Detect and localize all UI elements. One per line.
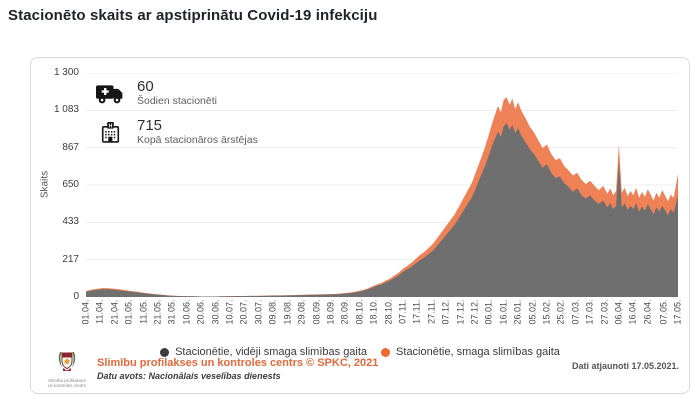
x-tick-label: 18.09.	[325, 299, 336, 325]
x-tick-label: 17.11.	[411, 299, 422, 324]
y-tick-label: 867	[62, 141, 79, 153]
x-tick-label: 16.04.	[627, 299, 638, 325]
x-tick-label: 17.12.	[455, 299, 465, 325]
x-tick-label: 06.04.	[613, 299, 624, 325]
x-tick-label: 20.07.	[238, 299, 249, 325]
legend-item-severe: Stacionētie, smaga slimības gaita	[381, 346, 560, 358]
x-tick-label: 08.09.	[311, 299, 321, 325]
footer: Slimību profilakses un kontroles centrs …	[45, 349, 679, 388]
y-tick-label: 0	[73, 291, 79, 302]
stat-value-total: 715	[137, 117, 163, 134]
x-tick-label: 06.01.	[483, 299, 494, 325]
legend-item-moderate: Stacionētie, vidēji smaga slimības gaita	[160, 346, 367, 358]
updated-date: Dati atjaunoti 17.05.2021.	[571, 361, 679, 371]
spkc-emblem-icon	[58, 352, 76, 371]
y-tick-label: 217	[62, 253, 79, 265]
x-tick-label: 08.10.	[354, 299, 365, 325]
x-tick-label: 30.06.	[210, 299, 221, 325]
x-tick-label: 27.03.	[599, 299, 609, 325]
x-tick-label: 07.03.	[570, 299, 581, 325]
x-tick-label: 16.01.	[498, 299, 509, 325]
stat-label-today: Šodien stacionēti	[137, 95, 217, 107]
y-tick-label: 650	[62, 179, 79, 190]
x-tick-label: 17.05.	[672, 299, 683, 325]
x-tick-label: 20.06.	[195, 299, 206, 325]
x-tick-label: 01.04.	[80, 299, 91, 325]
x-tick-label: 07.05.	[658, 299, 669, 325]
x-tick-label: 26.04.	[642, 299, 653, 325]
stacked-area-plot[interactable]	[86, 73, 678, 297]
y-tick-label: 433	[62, 216, 79, 228]
logo-caption: Slimību profilakses un kontroles centrs	[47, 378, 87, 388]
stat-today-hospitalized: 60 Šodien stacionēti	[93, 78, 258, 108]
x-axis-ticks: 01.04. 11.04. 21.04. 01.05. 11.05. 21.05. 31.0…	[81, 297, 683, 345]
x-tick-label: 09.08.	[267, 299, 278, 325]
svg-text:H: H	[108, 123, 112, 129]
stat-label-total: Kopā stacionāros ārstējas	[137, 134, 258, 146]
legend-label-moderate: Stacionētie, vidēji smaga slimības gaita	[175, 346, 368, 358]
x-tick-label: 28.09.	[339, 299, 350, 325]
x-tick-label: 21.04.	[109, 299, 120, 325]
x-tick-label: 10.06.	[181, 299, 192, 325]
x-tick-label: 30.07.	[253, 299, 264, 325]
x-tick-label: 11.05.	[138, 299, 149, 324]
hospital-icon: H	[93, 121, 127, 143]
legend-dot-severe	[381, 347, 391, 357]
x-tick-label: 11.04.	[94, 299, 105, 324]
x-tick-label: 18.10.	[368, 299, 379, 325]
y-axis-ticks: 0 217 433 650 867 1 083 1 300	[31, 67, 79, 302]
x-tick-label: 10.07.	[224, 299, 235, 325]
x-tick-label: 21.05.	[152, 299, 163, 325]
y-tick-label: 1 300	[53, 67, 79, 78]
x-tick-label: 26.01.	[512, 299, 523, 325]
x-tick-label: 15.02.	[541, 299, 552, 325]
x-tick-label: 07.11.	[397, 299, 408, 324]
spkc-logo: Slimību profilakses un kontroles centrs	[45, 349, 89, 388]
stat-value-today: 60	[137, 78, 154, 95]
y-tick-label: 1 083	[53, 104, 79, 116]
legend-dot-moderate	[160, 347, 170, 357]
x-tick-label: 19.08.	[282, 299, 293, 325]
x-tick-label: 28.10.	[383, 299, 393, 325]
x-tick-label: 27.12.	[469, 299, 480, 325]
x-tick-label: 05.02.	[527, 299, 537, 325]
stats-panel: 60 Šodien stacionēti H	[93, 78, 258, 156]
org-block: Slimību profilakses un kontroles centrs …	[97, 356, 378, 382]
x-tick-label: 17.03.	[584, 299, 595, 325]
stat-total-hospitalized: H 715 Kopā stacionāros ārstējas	[93, 117, 258, 147]
chart-legend: Stacionētie, vidēji smaga slimības gaita…	[31, 346, 689, 358]
x-tick-label: 25.02.	[555, 299, 566, 325]
page-title: Stacionēto skaits ar apstiprinātu Covid-…	[8, 7, 378, 24]
x-tick-label: 07.12.	[440, 299, 451, 325]
ambulance-icon	[93, 83, 127, 104]
chart-card: Skaits 0 217 433 650 867 1 083 1 300 01.04. 11.…	[30, 57, 690, 394]
x-tick-label: 01.05.	[123, 299, 134, 325]
x-tick-label: 29.08.	[296, 299, 307, 325]
data-source: Datu avots: Nacionālais veselības dienes…	[97, 370, 281, 381]
legend-label-severe: Stacionētie, smaga slimības gaita	[396, 346, 560, 358]
org-name: Slimību profilakses un kontroles centrs …	[97, 356, 379, 369]
x-tick-label: 31.05.	[166, 299, 177, 325]
x-tick-label: 27.11.	[426, 299, 437, 324]
